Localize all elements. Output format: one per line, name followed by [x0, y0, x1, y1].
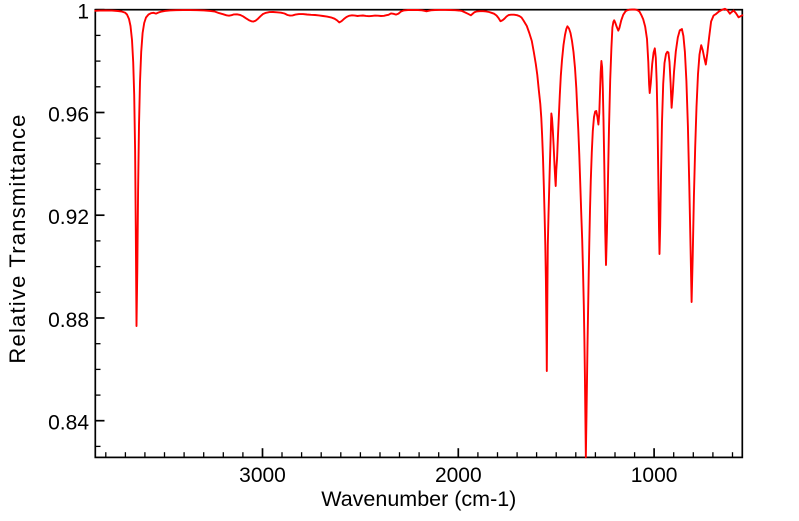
svg-text:Relative Transmittance: Relative Transmittance: [5, 113, 30, 363]
svg-text:3000: 3000: [239, 464, 286, 487]
svg-text:0.88: 0.88: [48, 309, 89, 332]
svg-text:Wavenumber (cm-1): Wavenumber (cm-1): [321, 487, 516, 511]
svg-text:0.84: 0.84: [48, 412, 89, 435]
svg-text:1: 1: [77, 1, 89, 24]
svg-text:1000: 1000: [631, 464, 678, 487]
svg-text:0.96: 0.96: [48, 103, 89, 126]
svg-text:0.92: 0.92: [48, 206, 89, 229]
svg-text:2000: 2000: [435, 464, 482, 487]
